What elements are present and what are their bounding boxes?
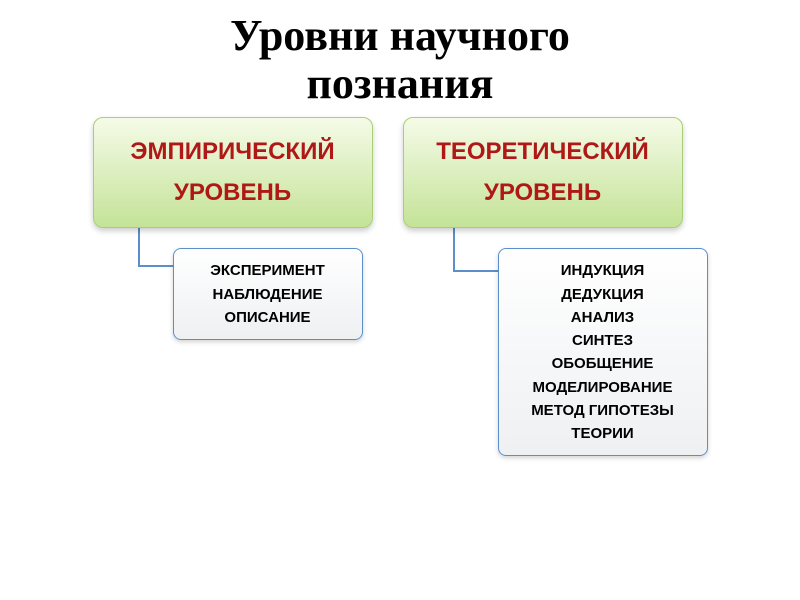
column-theoretical: ТЕОРЕТИЧЕСКИЙ УРОВЕНЬ ИНДУКЦИЯ ДЕДУКЦИЯ … xyxy=(403,117,708,457)
sub-item: АНАЛИЗ xyxy=(571,309,634,326)
header-empirical: ЭМПИРИЧЕСКИЙ УРОВЕНЬ xyxy=(93,117,373,229)
sub-theoretical: ИНДУКЦИЯ ДЕДУКЦИЯ АНАЛИЗ СИНТЕЗ ОБОБЩЕНИ… xyxy=(498,248,708,456)
sub-item: СИНТЕЗ xyxy=(572,332,633,349)
title-line1: Уровни научного xyxy=(230,11,570,60)
header-line1: ЭМПИРИЧЕСКИЙ xyxy=(130,138,334,165)
diagram-columns: ЭМПИРИЧЕСКИЙ УРОВЕНЬ ЭКСПЕРИМЕНТ НАБЛЮДЕ… xyxy=(0,117,800,457)
sub-item: ОБОБЩЕНИЕ xyxy=(552,355,654,372)
sub-item: МОДЕЛИРОВАНИЕ xyxy=(533,379,673,396)
header-line2: УРОВЕНЬ xyxy=(174,179,291,206)
sub-item: НАБЛЮДЕНИЕ xyxy=(212,286,322,303)
sub-item: ЭКСПЕРИМЕНТ xyxy=(210,262,325,279)
header-theoretical: ТЕОРЕТИЧЕСКИЙ УРОВЕНЬ xyxy=(403,117,683,229)
sub-empirical: ЭКСПЕРИМЕНТ НАБЛЮДЕНИЕ ОПИСАНИЕ xyxy=(173,248,363,340)
header-line2: УРОВЕНЬ xyxy=(484,179,601,206)
sub-item: ОПИСАНИЕ xyxy=(224,309,310,326)
sub-item: ТЕОРИИ xyxy=(571,425,633,442)
sub-item: ДЕДУКЦИЯ xyxy=(561,286,644,303)
column-empirical: ЭМПИРИЧЕСКИЙ УРОВЕНЬ ЭКСПЕРИМЕНТ НАБЛЮДЕ… xyxy=(93,117,373,457)
header-line1: ТЕОРЕТИЧЕСКИЙ xyxy=(436,138,649,165)
sub-item: МЕТОД ГИПОТЕЗЫ xyxy=(531,402,674,419)
title-line2: познания xyxy=(307,59,494,108)
sub-item: ИНДУКЦИЯ xyxy=(561,262,645,279)
page-title: Уровни научного познания xyxy=(0,0,800,109)
